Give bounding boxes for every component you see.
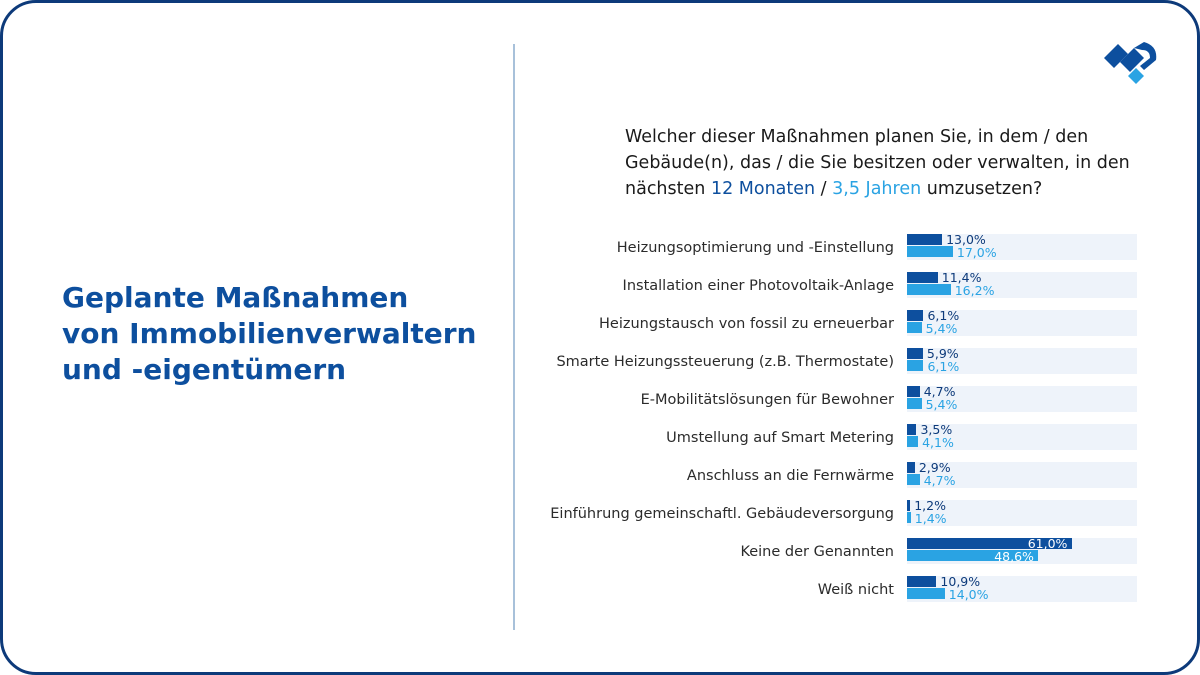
data-label-series-a: 3,5%	[920, 422, 953, 437]
category-label: Anschluss an die Fernwärme	[686, 468, 894, 484]
data-label-series-a: 2,9%	[918, 460, 951, 475]
bar-track	[907, 462, 1137, 488]
data-label-series-b: 6,1%	[927, 359, 960, 374]
bar-series-a	[907, 310, 924, 321]
data-label-series-b: 48,6%	[994, 549, 1034, 564]
data-label-series-b: 5,4%	[925, 321, 958, 336]
category-label: E-Mobilitätslösungen für Bewohner	[640, 392, 894, 408]
bar-series-b	[907, 588, 945, 599]
question-line-1: Welcher dieser Maßnahmen planen Sie, in …	[625, 127, 1089, 147]
vertical-divider	[513, 44, 515, 630]
category-label: Umstellung auf Smart Metering	[666, 430, 894, 446]
bar-series-b	[907, 246, 953, 257]
bar-track	[907, 310, 1137, 336]
title-line-3: und -eigentümern	[62, 353, 347, 386]
category-label: Weiß nicht	[817, 582, 894, 598]
bar-series-a	[907, 272, 938, 283]
bar-series-b	[907, 512, 911, 523]
chart-question: Welcher dieser Maßnahmen planen Sie, in …	[625, 124, 1165, 202]
bar-track	[907, 500, 1137, 526]
data-label-series-a: 13,0%	[946, 232, 986, 247]
category-label: Heizungstausch von fossil zu erneuerbar	[599, 316, 894, 332]
question-text: nächsten	[625, 179, 711, 199]
bar-series-b	[907, 474, 920, 485]
data-label-series-b: 14,0%	[948, 587, 989, 602]
bar-series-b	[907, 550, 1039, 561]
bar-series-a	[907, 348, 923, 359]
category-label: Einführung gemeinschaftl. Gebäudeversorg…	[550, 506, 894, 522]
data-label-series-a: 4,7%	[923, 384, 956, 399]
bar-track	[907, 386, 1137, 412]
category-label: Keine der Genannten	[740, 544, 894, 560]
bar-track	[907, 348, 1137, 374]
question-text-end: umzusetzen?	[921, 179, 1043, 199]
page-title: Geplante Maßnahmen von Immobilienverwalt…	[62, 280, 482, 388]
bar-series-a	[907, 576, 937, 587]
bar-track	[907, 576, 1137, 602]
company-logo-icon	[1104, 42, 1157, 84]
data-label-series-b: 16,2%	[954, 283, 995, 298]
bar-series-b	[907, 284, 951, 295]
category-label: Installation einer Photovoltaik-Anlage	[622, 278, 894, 294]
bar-series-b	[907, 322, 922, 333]
data-label-series-a: 5,9%	[926, 346, 959, 361]
bar-series-a	[907, 500, 911, 511]
data-label-series-a: 6,1%	[927, 308, 960, 323]
title-line-2: von Immobilienverwaltern	[62, 317, 477, 350]
bar-series-a	[907, 538, 1072, 549]
data-label-series-a: 61,0%	[1027, 536, 1068, 551]
bar-series-b	[907, 360, 924, 371]
bar-series-a	[907, 386, 920, 397]
question-line-2: Gebäude(n), das / die Sie besitzen oder …	[625, 153, 1130, 173]
data-label-series-b: 1,4%	[914, 511, 947, 526]
bar-series-b	[907, 398, 922, 409]
data-label-series-a: 10,9%	[940, 574, 981, 589]
data-label-series-b: 17,0%	[956, 245, 997, 260]
bar-series-a	[907, 234, 943, 245]
bar-series-a	[907, 424, 917, 435]
data-label-series-a: 1,2%	[914, 498, 946, 513]
legend-series-a: 12 Monaten	[710, 179, 816, 199]
title-line-1: Geplante Maßnahmen	[62, 281, 409, 314]
question-separator: /	[815, 179, 833, 199]
bar-track	[907, 424, 1137, 450]
legend-series-b: 3,5 Jahren	[832, 179, 922, 199]
bar-chart: Heizungsoptimierung und -Einstellung 13,0…	[520, 225, 1180, 615]
bar-series-a	[907, 462, 915, 473]
data-label-series-a: 11,4%	[941, 270, 982, 285]
data-label-series-b: 4,7%	[923, 473, 956, 488]
data-label-series-b: 4,1%	[922, 435, 954, 450]
category-label: Smarte Heizungssteuerung (z.B. Thermosta…	[556, 354, 894, 370]
category-label: Heizungsoptimierung und -Einstellung	[616, 240, 894, 256]
data-label-series-b: 5,4%	[925, 397, 958, 412]
bar-series-b	[907, 436, 919, 447]
question-line-3: nächsten 12 Monaten / 3,5 Jahren umzuset…	[625, 176, 1165, 202]
